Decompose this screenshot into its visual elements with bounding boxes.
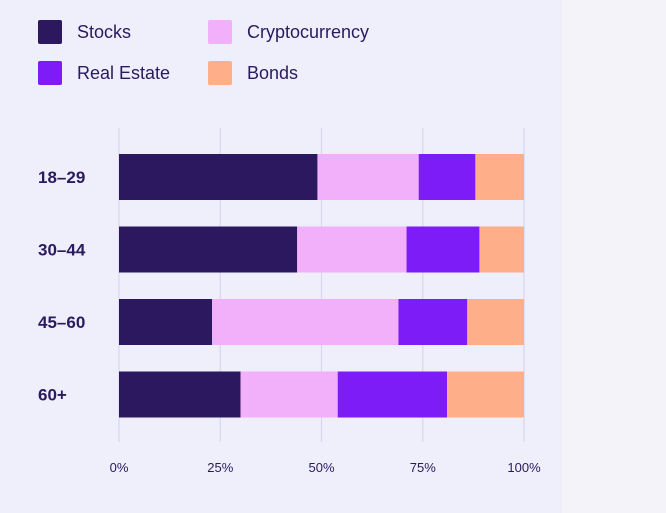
bar-18-29-real-estate xyxy=(418,154,476,200)
bar-30-44-real-estate xyxy=(406,226,480,273)
bar-30-44-stocks xyxy=(119,226,298,273)
legend-item-stocks: Stocks xyxy=(38,20,131,44)
y-category-label-45-60: 45–60 xyxy=(38,313,85,332)
x-tick-label-75: 75% xyxy=(410,460,436,475)
legend-label-cryptocurrency: Cryptocurrency xyxy=(247,21,370,42)
x-tick-label-100: 100% xyxy=(507,460,541,475)
legend-item-cryptocurrency: Cryptocurrency xyxy=(208,20,369,44)
legend-swatch-real-estate xyxy=(38,61,62,85)
x-tick-label-25: 25% xyxy=(207,460,233,475)
bar-60-bonds xyxy=(447,371,524,418)
legend-swatch-bonds xyxy=(208,61,232,85)
bar-45-60-cryptocurrency xyxy=(212,299,399,345)
legend-item-bonds: Bonds xyxy=(208,61,298,85)
bar-60-cryptocurrency xyxy=(240,371,338,418)
legend-item-real-estate: Real Estate xyxy=(38,61,170,85)
bar-60-stocks xyxy=(119,371,241,418)
bars xyxy=(119,154,524,418)
legend-swatch-cryptocurrency xyxy=(208,20,232,44)
bar-18-29-cryptocurrency xyxy=(317,154,419,200)
bar-18-29-bonds xyxy=(475,154,524,200)
bar-30-44-cryptocurrency xyxy=(297,226,407,273)
bar-45-60-bonds xyxy=(467,299,524,345)
legend-label-stocks: Stocks xyxy=(77,21,132,42)
y-category-label-60: 60+ xyxy=(38,386,67,405)
y-category-label-30-44: 30–44 xyxy=(38,241,86,260)
y-axis-labels: 18–29 30–44 45–60 60+ xyxy=(38,168,86,405)
x-axis-labels: 0% 25% 50% 75% 100% xyxy=(110,460,541,475)
x-tick-label-50: 50% xyxy=(308,460,334,475)
bar-30-44-bonds xyxy=(479,226,524,273)
bar-18-29-stocks xyxy=(119,154,318,200)
legend-label-bonds: Bonds xyxy=(247,62,299,83)
y-category-label-18-29: 18–29 xyxy=(38,168,85,187)
bar-45-60-stocks xyxy=(119,299,213,345)
legend-swatch-stocks xyxy=(38,20,62,44)
bar-60-real-estate xyxy=(337,371,448,418)
bar-45-60-real-estate xyxy=(398,299,468,345)
legend-label-real-estate: Real Estate xyxy=(77,62,171,83)
x-tick-label-0: 0% xyxy=(110,460,129,475)
